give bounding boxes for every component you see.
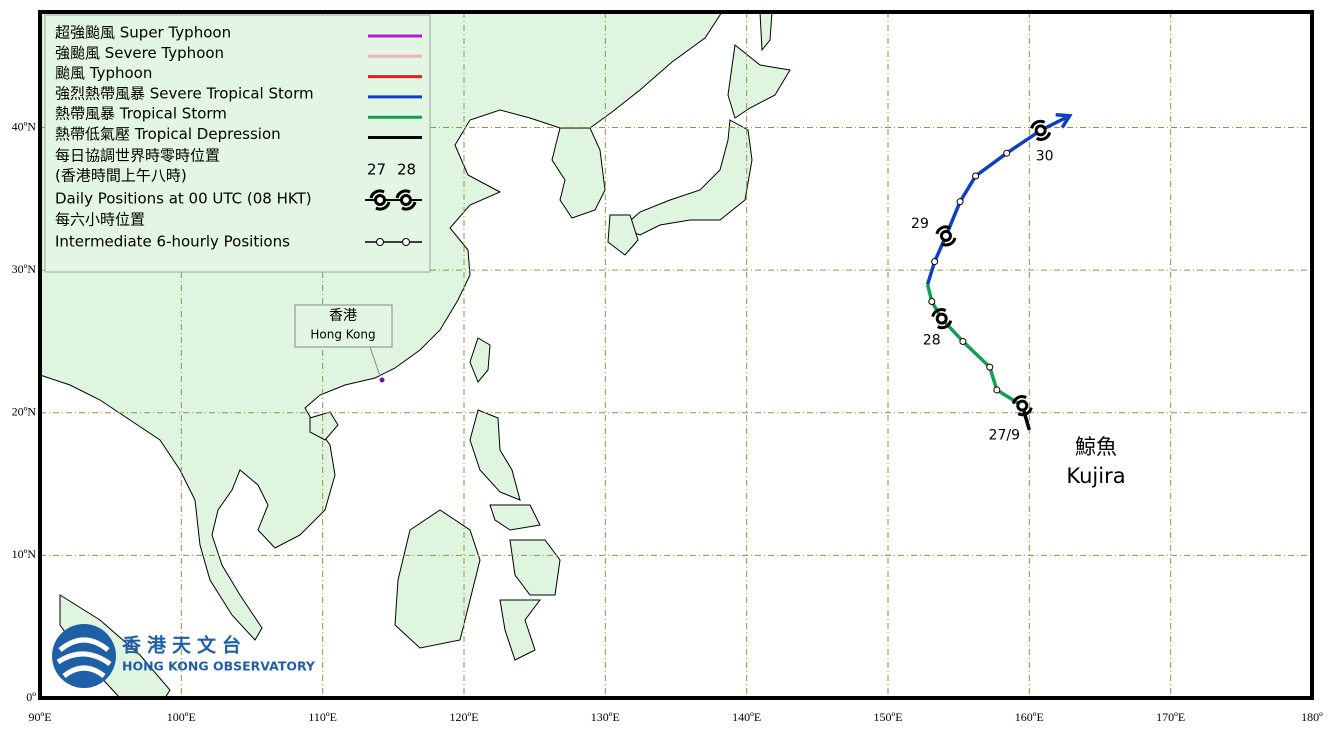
- legend-sixhourly-zh: 每六小時位置: [55, 211, 145, 229]
- x-tick-label: 120ºE: [449, 710, 478, 724]
- six-hourly-position: [931, 258, 939, 266]
- legend: 超強颱風 Super Typhoon 強颱風 Severe Typhoon 颱風 T…: [44, 14, 431, 273]
- hk-pointer: [369, 346, 381, 377]
- legend-6h-dot: [376, 238, 384, 246]
- legend-label: 颱風 Typhoon: [55, 64, 152, 82]
- legend-sixhourly-en: Intermediate 6-hourly Positions: [55, 233, 290, 251]
- x-tick-label: 170ºE: [1156, 710, 1185, 724]
- logo-zh: 香港天文台: [121, 634, 247, 657]
- hokkaido: [727, 44, 791, 119]
- map-frame: [38, 10, 1314, 700]
- cyclone-eye: [935, 312, 948, 325]
- x-tick-label: 180º: [1301, 710, 1323, 724]
- daily-label: 29: [911, 216, 929, 232]
- track-arrow: [1055, 112, 1073, 129]
- luzon: [469, 409, 521, 501]
- legend-label: 熱帶低氣壓 Tropical Depression: [55, 125, 281, 143]
- x-tick-label: 140ºE: [732, 710, 761, 724]
- cyclone-arms: [931, 308, 953, 330]
- track-segment: [925, 115, 1067, 285]
- cyclone-symbol: [369, 189, 391, 211]
- daily-position: [935, 225, 957, 247]
- honshu: [621, 119, 753, 236]
- x-tick-label: 100ºE: [167, 710, 196, 724]
- daily-position: [1011, 395, 1033, 417]
- hk-en: Hong Kong: [310, 328, 375, 342]
- korea: [551, 127, 606, 219]
- daily-position: [931, 308, 953, 330]
- mindanao: [509, 539, 561, 596]
- six-hourly-position: [928, 298, 936, 306]
- cyclone-eye: [1034, 124, 1047, 137]
- cyclone-arms: [395, 189, 417, 211]
- hong-kong-point: [379, 377, 385, 383]
- kyushu: [607, 214, 639, 256]
- y-tick-label: 20ºN: [12, 405, 37, 419]
- sulawesi: [499, 599, 541, 661]
- cyclone-symbol: [395, 189, 417, 211]
- six-hourly-position: [986, 363, 994, 371]
- legend-box: [44, 14, 431, 273]
- borneo: [394, 509, 481, 649]
- x-tick-label: 160ºE: [1015, 710, 1044, 724]
- x-tick-label: 150ºE: [873, 710, 902, 724]
- six-hourly-position: [993, 386, 1001, 394]
- cyclone-eye: [1016, 399, 1029, 412]
- taiwan: [469, 337, 491, 383]
- cyclone-arms: [935, 225, 957, 247]
- legend-sample: 27: [367, 161, 386, 179]
- legend-label: 熱帶風暴 Tropical Storm: [55, 105, 227, 123]
- hk-box: [294, 304, 393, 348]
- legend-daily-zh: 每日協調世界時零時位置: [55, 147, 220, 165]
- six-hourly-position: [1003, 149, 1011, 157]
- legend-daily-en: Daily Positions at 00 UTC (08 HKT): [55, 190, 312, 208]
- logo-waves: [56, 637, 112, 679]
- legend-label: 強颱風 Severe Typhoon: [55, 44, 224, 62]
- logo-en: HONG KONG OBSERVATORY: [122, 659, 316, 674]
- six-hourly-position: [972, 172, 980, 180]
- legend-6h-dot: [402, 238, 410, 246]
- storm-name-en: Kujira: [1066, 464, 1125, 488]
- six-hourly-position: [956, 198, 964, 206]
- daily-label: 30: [1036, 148, 1054, 164]
- y-tick-label: 40ºN: [12, 119, 37, 133]
- x-tick-label: 110ºE: [308, 710, 337, 724]
- cyclone-arms: [369, 189, 391, 211]
- cyclone-arms: [1011, 395, 1033, 417]
- legend-label: 強烈熱帶風暴 Severe Tropical Storm: [55, 84, 314, 102]
- storm-name-zh: 鯨魚: [1075, 435, 1117, 459]
- six-hourly-position: [959, 337, 967, 345]
- cyclone-eye: [400, 194, 412, 206]
- legend-sample: 28: [397, 161, 416, 179]
- y-tick-label: 0º: [26, 690, 36, 704]
- legend-daily-symbols: [369, 189, 417, 211]
- hk-zh: 香港: [329, 308, 357, 324]
- daily-position: [1030, 119, 1052, 141]
- x-tick-label: 90ºE: [28, 710, 51, 724]
- daily-label: 27/9: [989, 428, 1020, 444]
- y-tick-label: 10ºN: [12, 547, 37, 561]
- hong-kong-label: 香港 Hong Kong: [294, 304, 393, 377]
- cyclone-eye: [374, 194, 386, 206]
- x-tick-label: 130ºE: [591, 710, 620, 724]
- cyclone-eye: [939, 229, 952, 242]
- logo: 香港天文台 HONG KONG OBSERVATORY: [52, 624, 316, 688]
- cyclone-arms: [1030, 119, 1052, 141]
- daily-label: 28: [923, 333, 941, 349]
- y-tick-label: 30ºN: [12, 262, 37, 276]
- legend-daily-zh2: (香港時間上午八時): [55, 167, 187, 185]
- legend-entries: 超強颱風 Super Typhoon 強颱風 Severe Typhoon 颱風 T…: [55, 24, 422, 143]
- track: 27/9 28 29 30: [911, 112, 1073, 444]
- legend-label: 超強颱風 Super Typhoon: [55, 24, 231, 42]
- visayas: [489, 504, 541, 531]
